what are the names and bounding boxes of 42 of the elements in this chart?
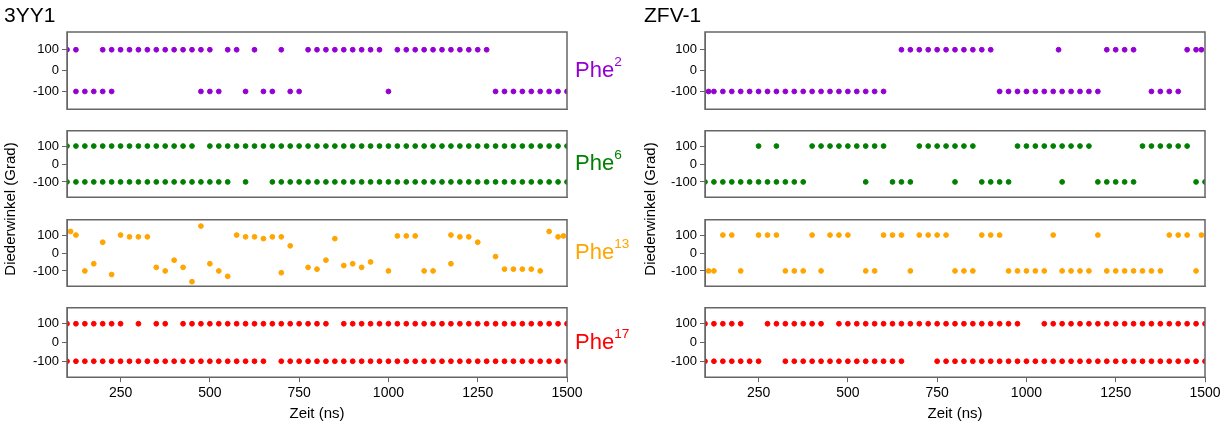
y-axis-title: Diederwinkel (Grad) — [1, 141, 18, 276]
y-tick-label: 100 — [675, 226, 697, 242]
x-tick-label: 250 — [746, 384, 771, 401]
y-axis-title: Diederwinkel (Grad) — [641, 141, 658, 276]
y-tick-label: 100 — [675, 137, 697, 153]
y-tick-label: -100 — [32, 173, 59, 189]
y-tick-label: 0 — [689, 62, 697, 78]
x-tick-label: 500 — [198, 384, 222, 401]
chart-title: ZFV-1 — [644, 3, 702, 26]
y-tick-label: 100 — [675, 41, 697, 57]
x-tick-label: 250 — [108, 384, 133, 401]
x-axis-title: Zeit (ns) — [289, 403, 345, 421]
y-tick-label: 0 — [689, 244, 697, 260]
y-tick-label: -100 — [670, 83, 697, 99]
y-tick-label: 100 — [37, 315, 59, 331]
y-tick-label: 100 — [37, 226, 59, 242]
x-tick-label: 1250 — [462, 384, 494, 401]
y-tick-label: -100 — [670, 173, 697, 189]
x-tick-label: 750 — [287, 384, 312, 401]
y-tick-label: -100 — [32, 262, 59, 278]
x-tick-label: 1250 — [1100, 384, 1132, 401]
x-tick-label: 1000 — [1010, 384, 1043, 401]
y-tick-label: 0 — [51, 62, 59, 78]
y-tick-label: 100 — [675, 315, 697, 331]
y-tick-label: 0 — [51, 333, 59, 349]
x-tick-label: 1500 — [1189, 384, 1221, 401]
y-tick-label: -100 — [32, 83, 59, 99]
y-tick-label: 100 — [37, 41, 59, 57]
y-tick-label: -100 — [670, 352, 697, 368]
x-tick-label: 500 — [836, 384, 860, 401]
y-tick-label: 100 — [37, 137, 59, 153]
y-tick-label: -100 — [32, 352, 59, 368]
y-tick-label: 0 — [689, 333, 697, 349]
y-tick-label: 0 — [51, 244, 59, 260]
y-tick-label: 0 — [689, 155, 697, 171]
y-tick-label: 0 — [51, 155, 59, 171]
y-tick-label: -100 — [670, 262, 697, 278]
x-tick-label: 1500 — [551, 384, 583, 401]
x-tick-label: 750 — [925, 384, 950, 401]
x-axis-title: Zeit (ns) — [927, 403, 983, 421]
x-tick-label: 1000 — [372, 384, 405, 401]
chart-title: 3YY1 — [4, 3, 56, 26]
